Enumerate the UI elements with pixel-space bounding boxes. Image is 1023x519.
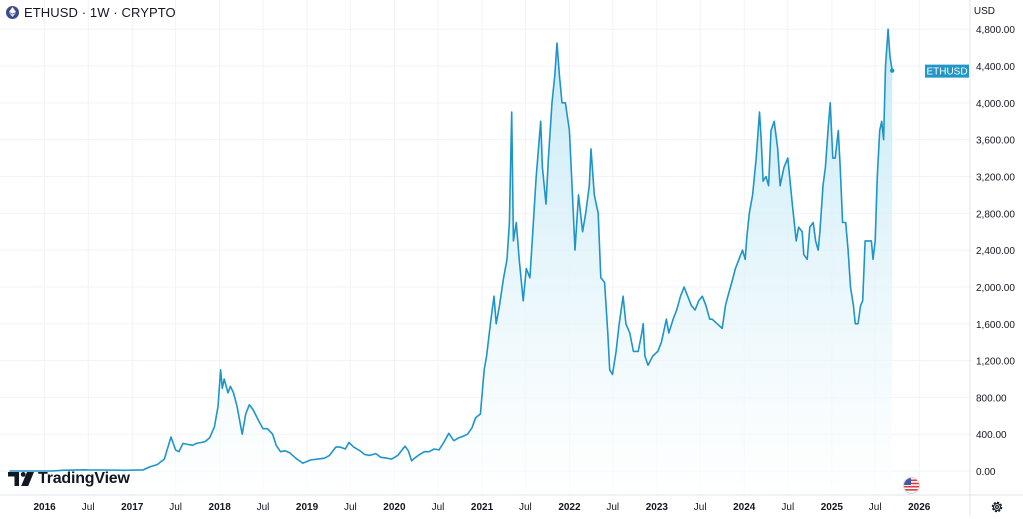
price-line <box>9 28 893 472</box>
x-tick-label: Jul <box>344 502 357 513</box>
tradingview-logo[interactable]: TradingView <box>8 470 130 488</box>
y-tick-label: 400.00 <box>976 430 1007 441</box>
x-tick-label: Jul <box>781 502 794 513</box>
y-tick-label: 4,000.00 <box>976 99 1015 110</box>
x-tick-label: 2023 <box>646 502 669 513</box>
last-price-tag <box>925 64 969 78</box>
tradingview-logo-icon <box>8 472 34 486</box>
y-tick-label: 4,400.00 <box>976 62 1015 73</box>
x-tick-label: 2018 <box>209 502 232 513</box>
x-tick-label: Jul <box>606 502 619 513</box>
x-tick-label: Jul <box>694 502 707 513</box>
last-price-tag-label: ETHUSD <box>926 67 967 78</box>
x-tick-label: Jul <box>82 502 95 513</box>
y-tick-label: 1,600.00 <box>976 320 1015 331</box>
x-tick-label: Jul <box>869 502 882 513</box>
chart-header: ETHUSD · 1W · CRYPTO <box>6 4 176 20</box>
grid-lines <box>0 0 970 495</box>
y-tick-label: 1,200.00 <box>976 357 1015 368</box>
x-tick-label: 2025 <box>821 502 844 513</box>
currency-label[interactable]: USD <box>973 6 995 17</box>
x-tick-label: 2024 <box>733 502 756 513</box>
x-tick-label: Jul <box>257 502 270 513</box>
x-tick-label: 2016 <box>34 502 57 513</box>
gear-icon[interactable] <box>990 500 1004 514</box>
x-tick-label: 2020 <box>383 502 406 513</box>
ethereum-icon <box>6 5 19 19</box>
y-tick-label: 2,000.00 <box>976 283 1015 294</box>
x-tick-label: 2026 <box>908 502 931 513</box>
y-tick-label: 3,200.00 <box>976 172 1015 183</box>
x-tick-label: Jul <box>432 502 445 513</box>
y-tick-label: 3,600.00 <box>976 136 1015 147</box>
price-line-series <box>9 28 893 472</box>
symbol-title[interactable]: ETHUSD · 1W · CRYPTO <box>24 4 176 20</box>
last-point-dot <box>889 68 895 73</box>
y-tick-label: 2,800.00 <box>976 209 1015 220</box>
y-axis-labels[interactable]: 0.00 400.00 800.00 1,200.00 1,600.00 2,000.00… <box>976 25 1015 478</box>
price-area-fill <box>9 29 893 495</box>
y-tick-label: 2,400.00 <box>976 246 1015 257</box>
x-axis-labels[interactable]: 2016 Jul 2017 Jul 2018 Jul 2019 Jul 2020 Jul 2021 J… <box>34 502 931 513</box>
y-tick-label: 800.00 <box>976 393 1007 404</box>
usa-flag-icon[interactable] <box>903 477 920 494</box>
x-tick-label: 2021 <box>471 502 494 513</box>
tradingview-logo-text: TradingView <box>38 470 130 487</box>
price-area <box>9 29 893 495</box>
x-tick-label: 2022 <box>558 502 581 513</box>
x-tick-label: 2019 <box>296 502 319 513</box>
x-tick-label: Jul <box>169 502 182 513</box>
x-tick-label: Jul <box>519 502 532 513</box>
last-price-marker: ETHUSD <box>889 64 969 78</box>
x-tick-label: 2017 <box>121 502 144 513</box>
y-tick-label: 4,800.00 <box>976 25 1015 36</box>
y-tick-label: 0.00 <box>976 467 996 478</box>
